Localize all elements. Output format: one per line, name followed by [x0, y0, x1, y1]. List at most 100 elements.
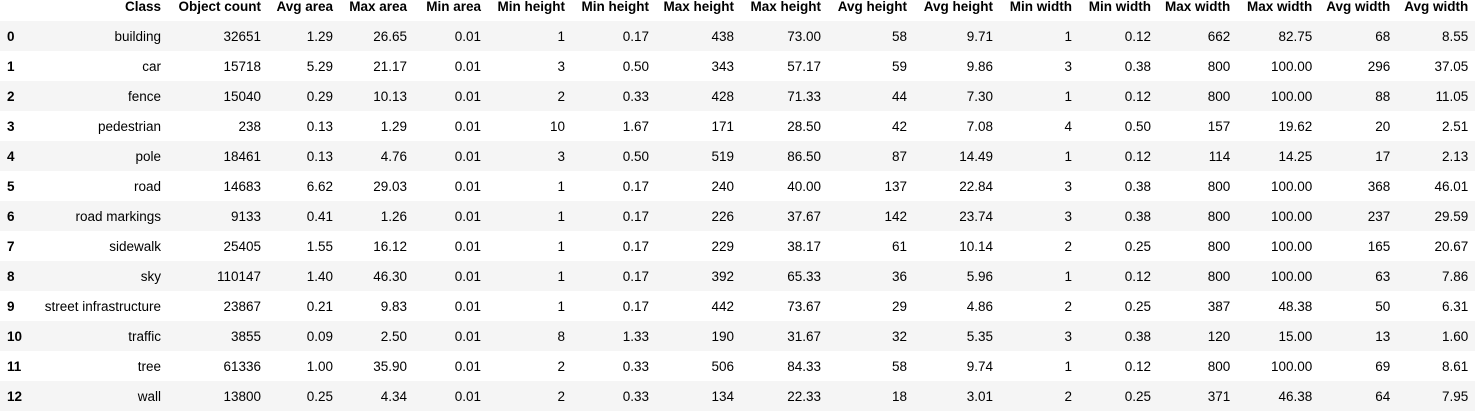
value-cell: 0.38 — [1124, 178, 1151, 194]
value-cell: 0.29 — [306, 88, 333, 104]
class-cell: car — [142, 58, 161, 74]
table-row: 7 sidewalk 25405 1.55 16.12 0.01 1 0.17 229 38.17… — [0, 231, 1476, 261]
value-cell: 1.40 — [306, 268, 333, 284]
value-cell: 0.17 — [622, 208, 649, 224]
header-cell: Object count — [178, 0, 261, 14]
row-index: 9 — [7, 298, 15, 314]
value-cell: 9133 — [230, 208, 261, 224]
value-cell: 13 — [1375, 328, 1391, 344]
value-cell: 58 — [891, 28, 907, 44]
value-cell: 114 — [1208, 148, 1231, 164]
header-cell: Max height — [663, 0, 734, 14]
value-cell: 32651 — [223, 28, 261, 44]
value-cell: 46.38 — [1278, 388, 1313, 404]
value-cell: 29.03 — [373, 178, 407, 194]
value-cell: 61 — [891, 238, 907, 254]
value-cell: 0.33 — [622, 388, 649, 404]
value-cell: 0.01 — [454, 328, 481, 344]
row-index: 7 — [7, 238, 15, 254]
row-index: 3 — [7, 118, 15, 134]
value-cell: 50 — [1375, 298, 1391, 314]
value-cell: 48.38 — [1278, 298, 1313, 314]
value-cell: 0.38 — [1124, 58, 1151, 74]
value-cell: 0.17 — [622, 298, 649, 314]
value-cell: 0.38 — [1124, 328, 1151, 344]
row-index: 5 — [7, 178, 15, 194]
value-cell: 226 — [711, 208, 734, 224]
header-cell: Min height — [581, 0, 650, 14]
value-cell: 142 — [884, 208, 907, 224]
value-cell: 1 — [557, 238, 565, 254]
value-cell: 2 — [1064, 388, 1072, 404]
value-cell: 387 — [1207, 298, 1231, 314]
value-cell: 13800 — [223, 388, 261, 404]
value-cell: 134 — [711, 388, 734, 404]
value-cell: 17 — [1375, 148, 1391, 164]
value-cell: 1 — [557, 178, 565, 194]
value-cell: 0.50 — [622, 148, 649, 164]
value-cell: 3 — [1064, 328, 1072, 344]
value-cell: 120 — [1207, 328, 1231, 344]
table-row: 12 wall 13800 0.25 4.34 0.01 2 0.33 134 22.33 18 3.… — [0, 381, 1476, 411]
value-cell: 37.05 — [1434, 58, 1469, 74]
class-cell: fence — [127, 88, 161, 104]
value-cell: 3855 — [230, 328, 261, 344]
value-cell: 240 — [711, 178, 734, 194]
value-cell: 15040 — [223, 88, 261, 104]
value-cell: 343 — [711, 58, 734, 74]
value-cell: 0.12 — [1124, 28, 1151, 44]
value-cell: 3 — [557, 58, 565, 74]
value-cell: 0.09 — [306, 328, 333, 344]
value-cell: 84.33 — [787, 358, 821, 374]
value-cell: 2 — [1064, 238, 1072, 254]
value-cell: 0.13 — [306, 118, 333, 134]
value-cell: 0.01 — [454, 58, 481, 74]
value-cell: 2 — [557, 88, 565, 104]
value-cell: 100.00 — [1270, 268, 1313, 284]
value-cell: 18 — [891, 388, 907, 404]
value-cell: 3 — [1064, 58, 1072, 74]
value-cell: 68 — [1375, 28, 1391, 44]
value-cell: 1 — [557, 298, 565, 314]
header-cell: Min width — [1009, 0, 1072, 14]
value-cell: 20.67 — [1434, 238, 1469, 254]
value-cell: 800 — [1207, 208, 1231, 224]
value-cell: 3 — [557, 148, 565, 164]
value-cell: 1.26 — [380, 208, 407, 224]
table-row: 10 traffic 3855 0.09 2.50 0.01 8 1.33 190 31.67 32… — [0, 321, 1476, 351]
value-cell: 238 — [238, 118, 261, 134]
value-cell: 23.74 — [959, 208, 993, 224]
value-cell: 0.33 — [622, 358, 649, 374]
value-cell: 428 — [711, 88, 734, 104]
value-cell: 1.60 — [1441, 328, 1469, 344]
value-cell: 0.21 — [306, 298, 333, 314]
value-cell: 800 — [1207, 178, 1231, 194]
value-cell: 110147 — [216, 268, 261, 284]
value-cell: 100.00 — [1270, 238, 1313, 254]
value-cell: 4.34 — [380, 388, 407, 404]
header-cell: Max width — [1165, 0, 1231, 14]
table-row: 0 building 32651 1.29 26.65 0.01 1 0.17 438 73.00… — [0, 21, 1476, 51]
value-cell: 1.55 — [306, 238, 333, 254]
value-cell: 800 — [1207, 88, 1231, 104]
value-cell: 2 — [557, 388, 565, 404]
value-cell: 11.05 — [1435, 88, 1469, 104]
value-cell: 1 — [1064, 88, 1072, 104]
header-cell: Min height — [497, 0, 566, 14]
table-row: 3 pedestrian 238 0.13 1.29 0.01 10 1.67 171 28.50… — [0, 111, 1476, 141]
value-cell: 16.12 — [373, 238, 407, 254]
value-cell: 19.62 — [1278, 118, 1313, 134]
value-cell: 0.01 — [454, 88, 481, 104]
value-cell: 0.01 — [454, 298, 481, 314]
value-cell: 1 — [557, 268, 565, 284]
class-cell: road — [133, 178, 161, 194]
value-cell: 157 — [1207, 118, 1231, 134]
value-cell: 64 — [1375, 388, 1391, 404]
value-cell: 296 — [1367, 58, 1391, 74]
value-cell: 442 — [711, 298, 734, 314]
row-index: 11 — [7, 358, 22, 374]
value-cell: 229 — [711, 238, 734, 254]
value-cell: 6.62 — [306, 178, 333, 194]
value-cell: 61336 — [223, 358, 261, 374]
value-cell: 1.33 — [622, 328, 649, 344]
